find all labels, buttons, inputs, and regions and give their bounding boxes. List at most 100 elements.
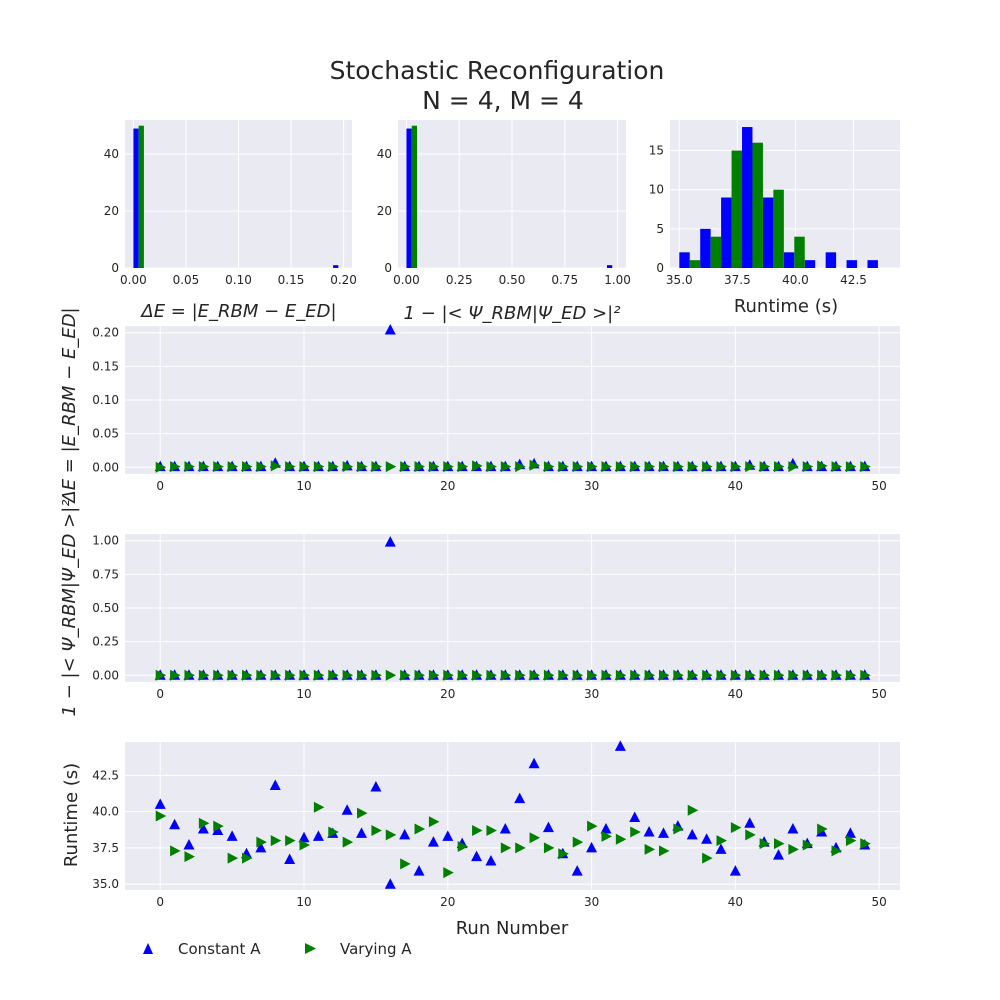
scatter_energy-point-varying	[615, 461, 627, 473]
scatter_energy-ytick-label: 0.05	[92, 427, 119, 441]
scatter_runtime-ytick-label: 37.5	[92, 841, 119, 855]
scatter_runtime-point-constant	[169, 818, 181, 830]
hist_runtime-bar-varying	[731, 150, 743, 268]
legend-constant-label: Constant A	[178, 940, 261, 958]
scatter_runtime-point-constant	[629, 811, 641, 822]
scatter_runtime-point-varying	[644, 843, 656, 855]
scatter_runtime-point-varying	[658, 845, 670, 857]
hist_runtime-bar-constant	[783, 252, 795, 268]
scatter_runtime-xtick-label: 20	[440, 895, 455, 909]
scatter_runtime-background	[125, 742, 900, 890]
scatter_runtime-point-constant	[399, 828, 411, 840]
hist_runtime-bar-varying	[689, 260, 701, 268]
scatter_fidelity-ytick-label: 1.00	[92, 534, 119, 548]
scatter_energy-xtick-label: 0	[156, 479, 164, 493]
scatter_runtime-point-varying	[472, 825, 483, 837]
scatter_runtime-point-constant	[427, 836, 439, 847]
scatter_fidelity-point-varying	[342, 669, 354, 681]
scatter_fidelity-point-varying	[716, 669, 727, 681]
hist_fidelity-ytick-label: 40	[377, 147, 392, 161]
scatter_energy-xtick-label: 10	[296, 479, 311, 493]
scatter_fidelity-ytick-label: 0.25	[92, 635, 119, 649]
hist_fidelity-ytick-label: 0	[384, 261, 392, 275]
hist_runtime-ytick-label: 5	[656, 222, 664, 236]
scatter_runtime-point-constant	[643, 825, 655, 837]
hist_energy-ytick-label: 20	[104, 204, 119, 218]
energy-scatter: 0 10 20 30 40 50 0.00 0.05 0.10 0.15 0.20	[92, 324, 900, 493]
scatter_runtime-point-varying	[400, 858, 411, 870]
scatter_runtime-point-constant	[686, 828, 698, 840]
scatter_fidelity-point-varying	[213, 669, 224, 681]
scatter_runtime-point-constant	[485, 854, 497, 866]
scatter_fidelity-point-varying	[630, 669, 641, 681]
scatter_runtime-point-varying	[414, 823, 426, 835]
scatter_energy-xtick-label: 30	[584, 479, 599, 493]
scatter_energy-point-varying	[601, 461, 612, 473]
scatter_fidelity-point-varying	[414, 669, 426, 681]
scatter_energy-point-varying	[860, 461, 871, 473]
hist_fidelity-bar-varying	[411, 125, 417, 268]
scatter_energy-point-varying	[788, 461, 799, 473]
scatter_fidelity-ytick-label: 0.75	[92, 567, 119, 581]
scatter_runtime-point-constant	[341, 804, 353, 815]
scatter_energy-point-varying	[687, 461, 699, 473]
scatter_energy-point-varying	[328, 461, 339, 473]
scatter_fidelity-point-varying	[587, 669, 598, 681]
scatter_fidelity-point-varying	[745, 669, 756, 681]
scatter_fidelity-point-varying	[845, 669, 857, 681]
scatter_energy-point-varying	[529, 459, 541, 471]
scatter_runtime-point-varying	[817, 823, 828, 835]
scatter_runtime-point-constant	[384, 878, 396, 889]
hist_fidelity-ytick-label: 20	[377, 204, 392, 218]
scatter_energy-point-varying	[587, 461, 598, 473]
hist_energy-bar-constant	[133, 128, 139, 268]
hist_runtime-bar-varying	[773, 189, 784, 268]
scatter_fidelity-point-varying	[558, 669, 569, 681]
hist_runtime-bar-constant	[846, 260, 858, 268]
scatter_fidelity-point-varying	[371, 669, 382, 681]
scatter_runtime-point-constant	[356, 827, 368, 838]
energy-histogram-xlabel: ΔE = |E_RBM − E_ED|	[139, 301, 336, 322]
scatter_fidelity-point-varying	[155, 669, 167, 681]
scatter_energy-point-varying	[515, 461, 526, 473]
hist_fidelity-xtick-label: 0.75	[551, 273, 578, 287]
scatter_runtime-point-varying	[155, 810, 167, 822]
scatter_fidelity-point-varying	[486, 669, 497, 681]
scatter_runtime-point-varying	[601, 830, 612, 842]
legend-varying-marker	[305, 943, 316, 954]
scatter_runtime-point-constant	[715, 843, 727, 854]
scatter_runtime-point-varying	[558, 848, 569, 860]
hist_runtime-bar-constant	[804, 260, 816, 268]
scatter_runtime-point-varying	[515, 842, 526, 854]
scatter_energy-point-varying	[702, 461, 713, 473]
scatter_energy-point-varying	[658, 461, 670, 473]
scatter_energy-point-varying	[716, 461, 727, 473]
scatter_energy-point-varying	[241, 461, 253, 473]
scatter_runtime-point-varying	[774, 838, 785, 850]
scatter_runtime-point-constant	[226, 830, 238, 841]
scatter_energy-point-varying	[472, 460, 483, 472]
hist_runtime-bar-varying	[752, 142, 763, 268]
energy-histogram: 0.00 0.05 0.10 0.15 0.20 0 20 40	[104, 120, 357, 287]
scatter_fidelity-point-varying	[687, 669, 699, 681]
scatter_runtime-point-varying	[860, 838, 871, 850]
scatter_runtime-point-varying	[342, 836, 354, 848]
scatter_energy-point-varying	[500, 461, 512, 473]
scatter_energy-xtick-label: 20	[440, 479, 455, 493]
scatter_fidelity-xtick-label: 40	[728, 687, 743, 701]
scatter_runtime-point-varying	[328, 826, 339, 838]
scatter_runtime-xtick-label: 0	[156, 895, 164, 909]
scatter_runtime-point-constant	[413, 865, 425, 876]
fidelity-scatter-ylabel: 1 − |< Ψ_RBM|Ψ_ED >|²	[59, 500, 80, 717]
scatter_runtime-point-varying	[184, 851, 195, 863]
scatter_fidelity-point-varying	[443, 669, 454, 681]
scatter_runtime-point-constant	[284, 853, 296, 865]
scatter_runtime-point-varying	[702, 852, 713, 864]
hist_fidelity-bar-constant	[607, 265, 613, 268]
scatter_fidelity-point-varying	[170, 669, 181, 681]
scatter_runtime-point-varying	[788, 843, 799, 855]
scatter_energy-point-varying	[213, 461, 224, 473]
scatter_energy-point-varying	[400, 461, 411, 473]
scatter_fidelity-point-varying	[472, 669, 483, 681]
scatter_runtime-ytick-label: 40.0	[92, 805, 119, 819]
